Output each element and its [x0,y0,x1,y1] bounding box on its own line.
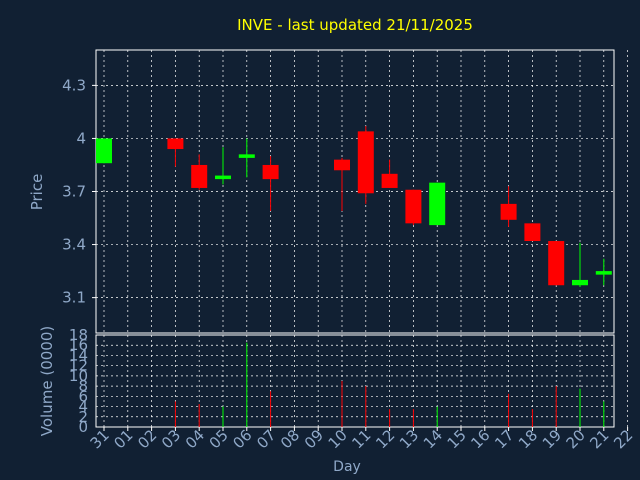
candle-body [429,182,446,226]
candle-body [238,154,255,158]
x-axis-label: Day [333,459,361,475]
volume-tick-label: 14 [69,346,88,364]
price-tick-label: 4 [76,129,86,147]
candle-body [262,164,279,180]
volume-tick-label: 6 [78,387,88,405]
volume-tick-label: 0 [78,418,88,436]
price-tick-label: 3.4 [62,236,86,254]
candle-body [191,164,208,188]
candle-body [167,138,184,150]
x-tick-label: 04 [182,426,208,452]
volume-axis-label: Volume (0000) [38,326,56,436]
x-tick-label: 08 [277,426,303,452]
volume-grid [96,334,628,428]
volume-tick-label: 16 [69,336,88,354]
x-tick-label: 19 [539,426,565,452]
candle-body [381,173,398,188]
x-tick-label: 17 [491,426,517,452]
volume-tick-label: 4 [78,398,88,416]
price-tick-label: 4.3 [62,76,86,94]
x-tick-label: 22 [610,426,636,452]
candle-body [595,271,612,275]
x-tick-label: 12 [372,426,398,452]
volume-tick-label: 12 [69,357,88,375]
candle-body [405,189,422,224]
candle-body [96,138,112,164]
x-tick-label: 20 [563,426,589,452]
price-y-ticks: 3.1 3.4 3.7 4 4.3 [62,76,96,307]
x-tick-label: 07 [253,426,279,452]
candle-body [524,223,541,242]
x-tick-label: 10 [325,426,351,452]
candle-body [357,131,374,194]
x-tick-label: 15 [444,426,470,452]
x-tick-label: 16 [467,426,493,452]
volume-tick-label: 2 [78,408,88,426]
x-tick-label: 02 [134,426,160,452]
x-tick-label: 06 [229,426,255,452]
volume-tick-label: 10 [69,367,88,385]
volume-panel-frame [95,334,615,428]
x-tick-label: 05 [206,426,232,452]
candle-body [500,203,517,220]
price-tick-label: 3.7 [62,183,86,201]
volume-bars [174,342,605,427]
candle-body [334,159,350,171]
candles [96,126,612,288]
candle-body [548,241,565,286]
x-tick-label: 18 [515,426,541,452]
price-axis-label: Price [28,174,46,211]
x-tick-label: 01 [110,426,136,452]
candle-body [215,175,231,180]
candle-body [572,279,588,286]
price-tick-label: 3.1 [62,289,86,307]
x-tick-label: 03 [158,426,184,452]
x-tick-label: 11 [348,426,374,452]
x-tick-label: 13 [396,426,422,452]
x-ticks: 3101020304050607080910111213141516171819… [87,426,637,452]
x-tick-label: 09 [301,426,327,452]
volume-tick-label: 8 [78,377,88,395]
volume-tick-label: 18 [69,326,88,344]
chart-title: INVE - last updated 21/11/2025 [237,16,473,34]
x-tick-label: 21 [586,426,612,452]
x-tick-label: 31 [87,426,113,452]
x-tick-label: 14 [420,426,446,452]
